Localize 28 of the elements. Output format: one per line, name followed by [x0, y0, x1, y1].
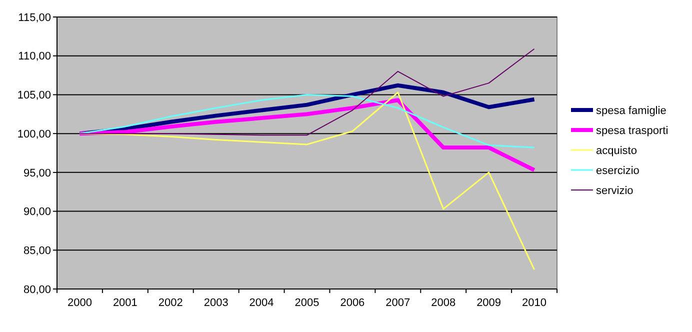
y-tick-label: 85,00	[23, 244, 51, 257]
line-series	[78, 94, 536, 148]
x-tick-label: 2008	[431, 297, 456, 309]
x-tick-label: 2003	[204, 297, 228, 309]
legend-label: spesa trasporti	[596, 124, 668, 137]
y-tick-label: 95,00	[23, 167, 51, 180]
line-series	[78, 92, 536, 270]
x-tick-label: 2006	[340, 297, 365, 309]
y-tick-label: 115,00	[18, 12, 51, 24]
line-series	[79, 48, 535, 136]
legend-label: spesa famiglie	[596, 104, 666, 117]
legend-label: servizio	[596, 184, 634, 197]
line-series	[78, 98, 536, 172]
x-tick-label: 2009	[476, 297, 502, 309]
x-tick-label: 2001	[112, 297, 138, 309]
y-tick-label: 90,00	[23, 206, 51, 218]
x-tick-label: 2007	[386, 297, 410, 309]
y-tick-label: 80,00	[23, 284, 51, 296]
x-tick-label: 2005	[294, 297, 320, 309]
legend-label: acquisto	[596, 144, 637, 157]
x-tick-label: 2010	[522, 297, 547, 309]
x-tick-label: 2002	[158, 297, 183, 309]
x-tick-label: 2004	[249, 297, 274, 309]
y-tick-label: 100,00	[17, 128, 51, 140]
y-tick-label: 105,00	[17, 90, 51, 102]
x-tick-label: 2000	[67, 297, 92, 309]
y-tick-label: 110,00	[18, 50, 51, 63]
legend-label: esercizio	[596, 164, 640, 177]
